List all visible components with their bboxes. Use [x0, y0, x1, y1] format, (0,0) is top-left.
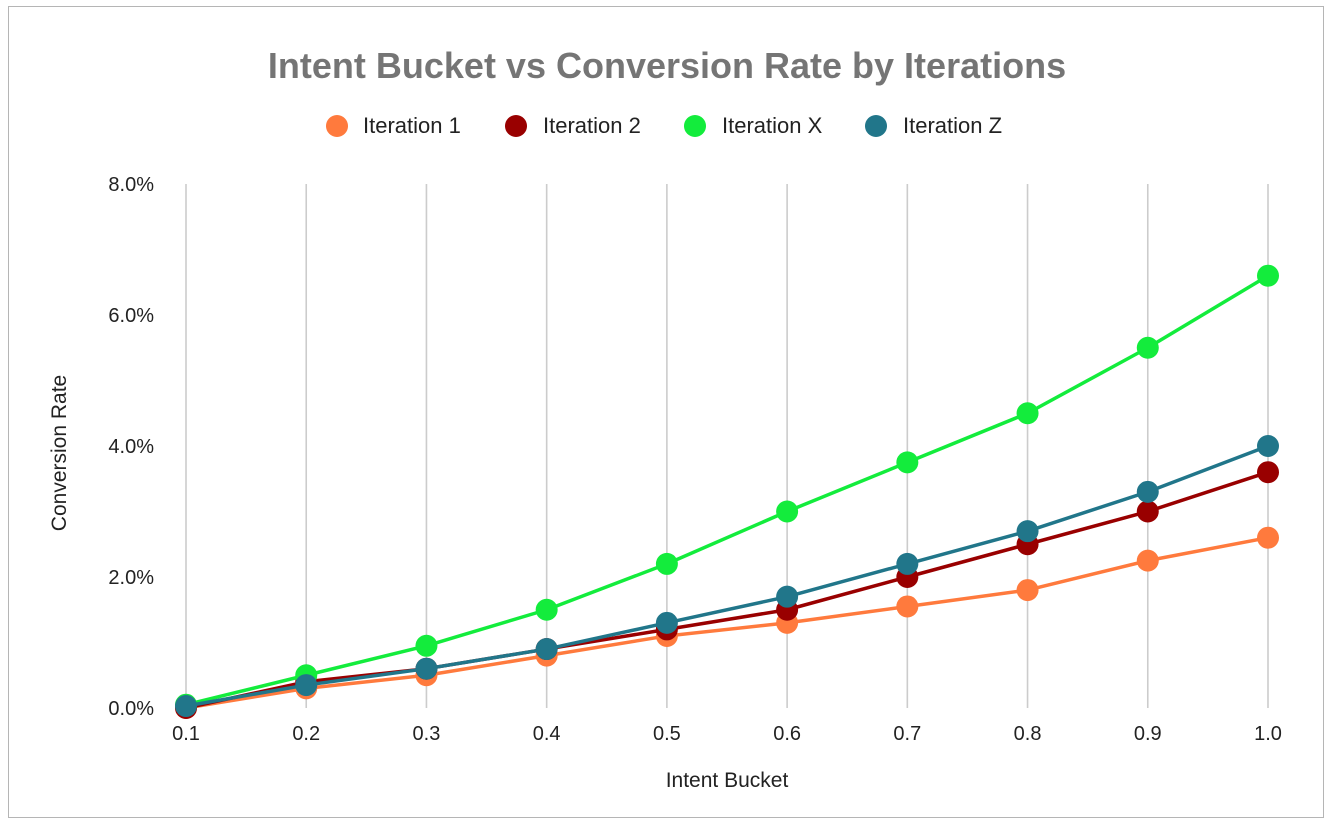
data-point — [535, 598, 558, 621]
x-tick-label: 1.0 — [1254, 723, 1282, 745]
y-tick-label: 8.0% — [108, 174, 154, 196]
data-point — [1136, 480, 1159, 503]
data-point — [1016, 402, 1039, 425]
chart-frame — [8, 6, 1324, 818]
data-point — [415, 634, 438, 657]
x-tick-label: 0.2 — [292, 723, 320, 745]
data-point — [655, 611, 678, 634]
x-tick-label: 0.1 — [172, 723, 200, 745]
series-line — [185, 274, 1269, 707]
data-point — [1016, 520, 1039, 543]
y-tick-label: 0.0% — [108, 698, 154, 720]
series-layer — [175, 264, 1279, 719]
data-point — [1136, 336, 1159, 359]
data-point — [535, 638, 558, 661]
x-tick-label: 0.8 — [1014, 723, 1042, 745]
y-tick-label: 4.0% — [108, 436, 154, 458]
series-iteration-x — [175, 264, 1279, 716]
x-tick-label: 0.9 — [1134, 723, 1162, 745]
x-axis-title: Intent Bucket — [666, 769, 789, 792]
x-tick-label: 0.4 — [533, 723, 561, 745]
x-tick-label: 0.6 — [773, 723, 801, 745]
data-point — [1257, 526, 1279, 549]
data-point — [776, 585, 799, 608]
legend-swatch — [326, 115, 348, 137]
data-point — [655, 552, 678, 575]
series-line — [185, 535, 1269, 710]
legend-swatch — [505, 115, 527, 137]
data-point — [776, 500, 799, 523]
legend-item: Iteration 1 — [326, 113, 461, 138]
legend-label: Iteration Z — [903, 113, 1002, 138]
data-point — [175, 695, 197, 718]
legend-label: Iteration X — [722, 113, 823, 138]
series-iteration-1 — [175, 526, 1279, 719]
series-line — [185, 470, 1269, 710]
legend-item: Iteration Z — [865, 113, 1002, 138]
y-axis-title: Conversion Rate — [48, 375, 71, 531]
x-axis-ticks: 0.1 0.2 0.3 0.4 0.5 0.6 0.7 0.8 0.9 1.0 — [172, 723, 1282, 745]
data-point — [1136, 549, 1159, 572]
x-tick-label: 0.3 — [413, 723, 441, 745]
legend-label: Iteration 2 — [543, 113, 641, 138]
chart-title: Intent Bucket vs Conversion Rate by Iter… — [268, 45, 1066, 86]
y-tick-label: 2.0% — [108, 567, 154, 589]
data-point — [1257, 435, 1279, 457]
legend-swatch — [684, 115, 706, 137]
legend-item: Iteration X — [684, 113, 823, 138]
legend-swatch — [865, 115, 887, 137]
data-point — [1136, 500, 1159, 523]
y-tick-label: 6.0% — [108, 305, 154, 327]
data-point — [1257, 264, 1279, 287]
series-iteration-z — [175, 435, 1279, 718]
data-point — [1257, 461, 1279, 484]
data-point — [896, 552, 919, 575]
data-point — [295, 674, 318, 697]
series-line — [185, 444, 1269, 708]
data-point — [896, 451, 919, 474]
data-point — [415, 657, 438, 680]
x-tick-label: 0.7 — [893, 723, 921, 745]
legend-item: Iteration 2 — [505, 113, 641, 138]
data-point — [896, 595, 919, 618]
x-tick-label: 0.5 — [653, 723, 681, 745]
y-axis-ticks: 0.0% 2.0% 4.0% 6.0% 8.0% — [108, 174, 154, 720]
legend-label: Iteration 1 — [363, 113, 461, 138]
chart-legend: Iteration 1 Iteration 2 Iteration X Iterati… — [326, 113, 1002, 138]
data-point — [1016, 579, 1039, 602]
